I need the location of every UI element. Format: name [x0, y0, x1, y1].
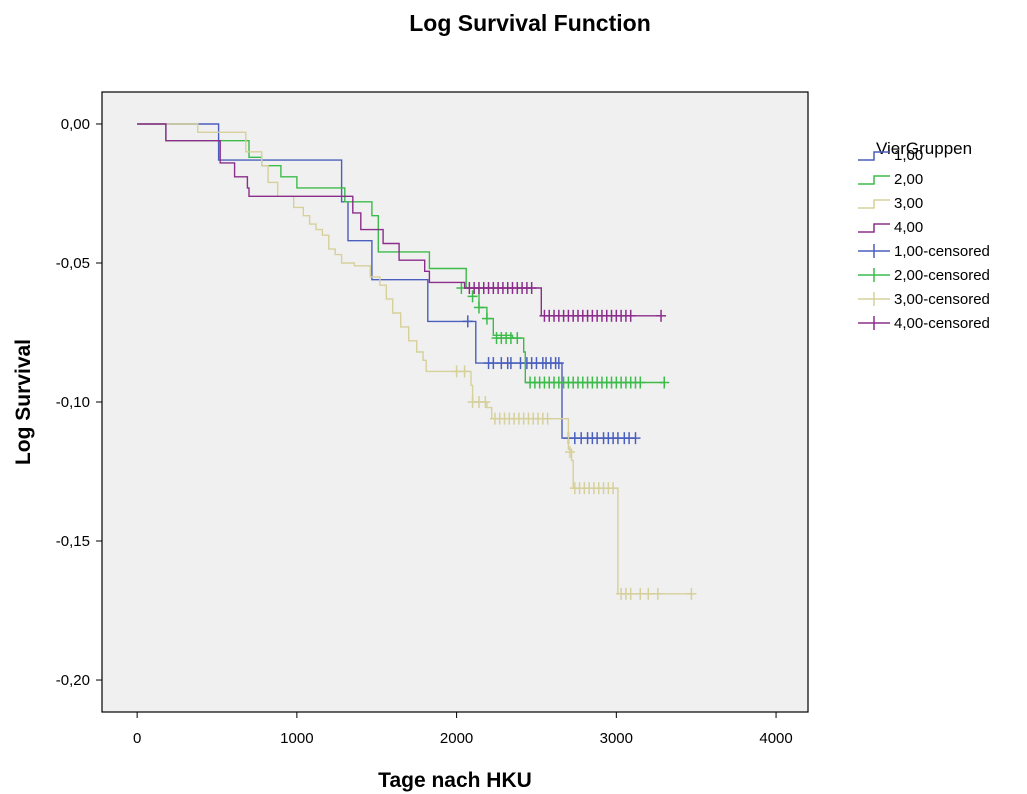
censor-mark-group-3-00 — [459, 365, 470, 378]
x-axis-label: Tage nach HKU — [378, 769, 532, 792]
legend-step-swatch — [858, 223, 890, 233]
legend-label: 1,00-censored — [894, 243, 990, 260]
survival-step-line-group-4-00 — [137, 123, 661, 317]
censor-mark-group-3-00 — [652, 587, 663, 600]
legend-label: 4,00-censored — [894, 315, 990, 332]
censor-mark-group-2-00 — [473, 301, 484, 314]
censor-mark-group-1-00 — [630, 432, 641, 445]
censor-mark-group-3-00 — [480, 396, 491, 408]
censor-mark-group-3-00 — [625, 587, 636, 600]
censor-mark-group-2-00 — [635, 376, 646, 389]
censor-mark-group-3-00 — [643, 587, 654, 600]
legend-label: 3,00-censored — [894, 291, 990, 308]
series-layer — [137, 123, 697, 600]
censor-mark-group-1-00 — [505, 357, 516, 370]
censor-mark-group-1-00 — [553, 357, 564, 370]
legend-item: 2,00 — [858, 171, 923, 188]
legend-title: VierGruppen — [876, 139, 972, 158]
censor-mark-group-2-00 — [512, 332, 523, 345]
x-tick-label: 2000 — [440, 730, 473, 747]
y-axis-label: Log Survival — [12, 339, 35, 465]
legend-item: 1,00-censored — [858, 243, 990, 260]
legend-step-swatch — [858, 151, 890, 161]
chart-title: Log Survival Function — [409, 10, 651, 36]
legend-item: 4,00-censored — [858, 315, 990, 332]
legend-step-swatch — [858, 199, 890, 209]
censor-mark-group-2-00 — [659, 376, 670, 389]
x-tick-label: 4000 — [759, 730, 792, 747]
x-tick-label: 1000 — [280, 730, 313, 747]
legend-item: 3,00-censored — [858, 291, 990, 308]
censor-mark-group-3-00 — [608, 482, 619, 495]
censor-mark-group-4-00 — [526, 282, 537, 295]
censor-mark-group-2-00 — [467, 290, 478, 303]
censor-mark-group-1-00 — [462, 315, 473, 328]
legend-label: 3,00 — [894, 195, 923, 212]
legend-label: 2,00 — [894, 171, 923, 188]
legend-item: 2,00-censored — [858, 267, 990, 284]
axes-layer: 0 1000 2000 3000 4000 0,00 -0,05 -0,10 -0,15 -0,2… — [56, 116, 793, 747]
censor-mark-group-3-00 — [542, 412, 553, 425]
censor-mark-group-3-00 — [565, 446, 576, 459]
y-tick-label: -0,15 — [56, 533, 90, 550]
censor-mark-group-2-00 — [481, 312, 492, 325]
y-tick-label: -0,10 — [56, 394, 90, 411]
censor-mark-group-4-00 — [625, 309, 636, 322]
legend-item: 1,00 — [858, 147, 923, 164]
legend-item: 3,00 — [858, 195, 923, 212]
legend-step-swatch — [858, 175, 890, 185]
x-tick-label: 3000 — [600, 730, 633, 747]
censor-mark-group-4-00 — [656, 309, 667, 322]
x-tick-label: 0 — [133, 730, 141, 747]
y-tick-label: -0,20 — [56, 672, 90, 689]
legend-label: 4,00 — [894, 219, 923, 236]
y-tick-label: -0,05 — [56, 255, 90, 272]
plot-area — [101, 91, 809, 713]
legend-label: 1,00 — [894, 147, 923, 164]
legend-item: 4,00 — [858, 219, 923, 236]
legend-label: 2,00-censored — [894, 267, 990, 284]
censor-mark-group-3-00 — [686, 587, 697, 600]
y-tick-label: 0,00 — [61, 116, 90, 133]
